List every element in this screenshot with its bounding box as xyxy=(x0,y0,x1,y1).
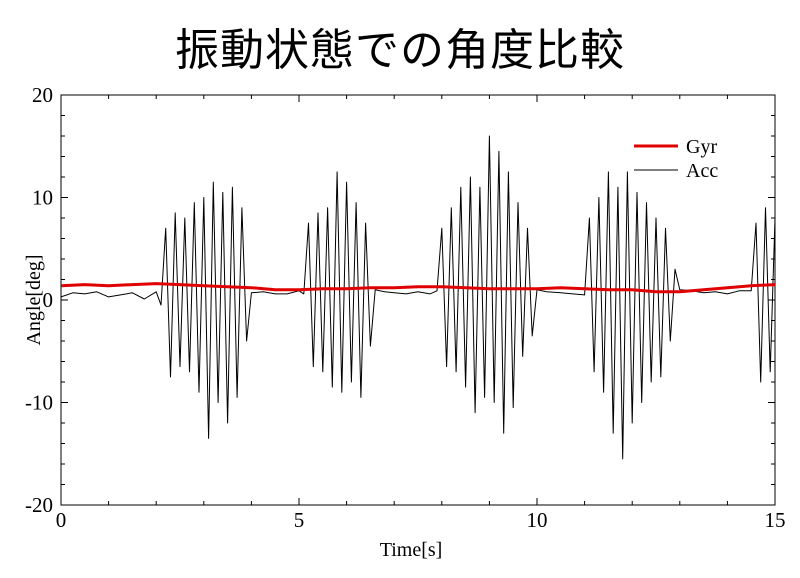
y-tick-label: 0 xyxy=(43,288,54,312)
y-tick-label: 10 xyxy=(32,186,53,210)
x-tick-label: 5 xyxy=(294,508,305,532)
x-tick-label: 15 xyxy=(765,508,786,532)
series-line-acc xyxy=(60,135,776,460)
y-tick-label: 20 xyxy=(32,83,53,107)
y-tick-label: -10 xyxy=(25,391,53,415)
legend-label-acc: Acc xyxy=(686,160,718,182)
series-line-gyr xyxy=(60,282,776,294)
chart-title: 振動状態での角度比較 xyxy=(175,25,625,76)
x-axis-label: Time[s] xyxy=(380,539,443,561)
x-tick-label: 10 xyxy=(527,508,548,532)
axis-ticks xyxy=(60,94,776,506)
legend: Gyr Acc xyxy=(634,136,718,182)
tick-labels: 0 5 10 15 20 10 0 -10 -20 xyxy=(25,83,786,532)
y-axis-label: Angle[deg] xyxy=(23,254,45,345)
series-layer xyxy=(60,135,776,460)
legend-label-gyr: Gyr xyxy=(686,136,717,158)
y-tick-label: -20 xyxy=(25,493,53,517)
x-tick-label: 0 xyxy=(56,508,67,532)
